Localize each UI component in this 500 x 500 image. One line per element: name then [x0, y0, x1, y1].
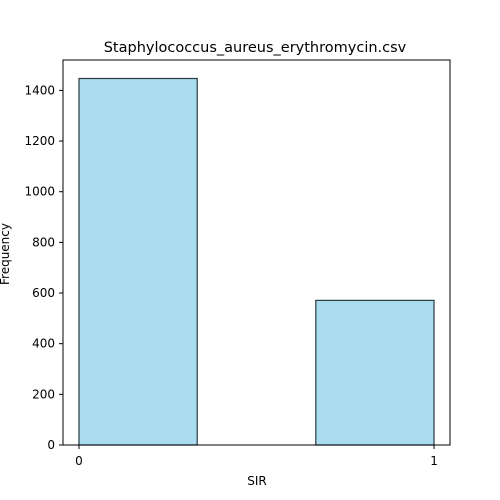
histogram-bar-0	[78, 77, 198, 446]
y-tick-label-1: 200	[32, 387, 55, 401]
y-tick-label-0: 0	[47, 438, 55, 452]
x-tick-label-0: 0	[75, 454, 83, 468]
y-axis-label: Frequency	[0, 223, 12, 285]
y-tick-label-7: 1400	[24, 83, 55, 97]
x-axis-label: SIR	[247, 474, 267, 488]
y-tick-label-6: 1200	[24, 134, 55, 148]
y-tick-label-4: 800	[32, 235, 55, 249]
y-tick-label-3: 600	[32, 286, 55, 300]
chart-title: Staphylococcus_aureus_erythromycin.csv	[104, 40, 407, 56]
x-tick-label-1: 1	[430, 454, 438, 468]
y-tick-label-5: 1000	[24, 185, 55, 199]
y-tick-label-2: 400	[32, 337, 55, 351]
y-axis-ticks: 0 200 400 600 800 1000 1200 1400	[24, 83, 63, 452]
histogram-bar-1	[315, 299, 435, 446]
bars-group	[78, 77, 435, 446]
plot-area-frame	[62, 59, 451, 446]
